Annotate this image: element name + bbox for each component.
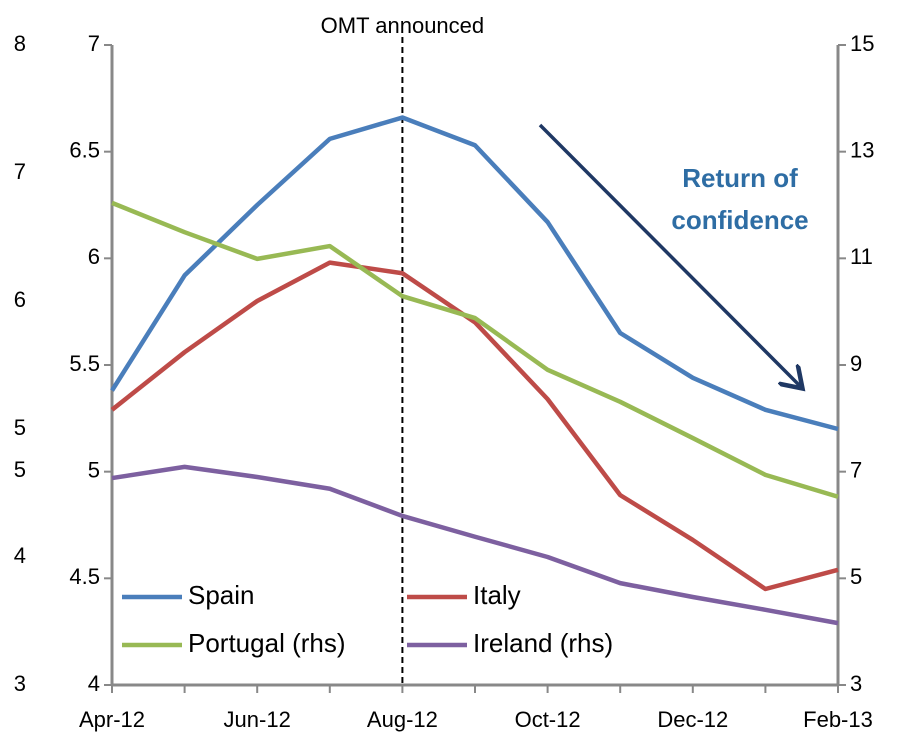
series-line (111, 464, 839, 626)
legend-label: Ireland (rhs) (473, 628, 613, 658)
x-tick-label: Aug-12 (367, 707, 438, 732)
legend-label: Portugal (rhs) (188, 628, 346, 658)
legend-label: Spain (188, 580, 255, 610)
y-tick-label: 4.5 (69, 564, 100, 589)
x-tick-label: Jun-12 (224, 707, 291, 732)
y2-tick-label: 5 (850, 564, 862, 589)
x-tick-label: Feb-13 (803, 707, 873, 732)
y3-tick-label: 5 (14, 457, 26, 482)
y-tick-label: 7 (88, 31, 100, 56)
series-line (110, 260, 839, 592)
series-line (111, 200, 839, 499)
y-tick-label: 5 (88, 457, 100, 482)
series-line (110, 115, 839, 432)
x-tick-label: Oct-12 (515, 707, 581, 732)
y-tick-label: 4 (88, 671, 100, 696)
y3-tick-label: 3 (14, 671, 26, 696)
y2-tick-label: 11 (850, 244, 873, 269)
y2-tick-label: 7 (850, 457, 862, 482)
x-tick-label: Apr-12 (79, 707, 145, 732)
legend-label: Italy (473, 580, 521, 610)
note-arrow (538, 123, 800, 386)
y-tick-label: 6.5 (69, 137, 100, 162)
x-tick-label: Dec-12 (657, 707, 728, 732)
y-tick-label: 6 (88, 244, 100, 269)
y2-tick-label: 15 (850, 31, 874, 56)
y3-tick-label: 6 (14, 287, 26, 312)
y2-tick-label: 9 (850, 351, 862, 376)
y2-tick-label: 3 (850, 671, 862, 696)
y3-tick-label: 8 (14, 31, 26, 56)
note-label: Return of (682, 163, 798, 193)
event-label: OMT announced (321, 13, 484, 38)
y3-tick-label: 7 (14, 159, 26, 184)
y2-tick-label: 13 (850, 137, 874, 162)
y3-tick-label: 4 (14, 543, 26, 568)
note-label: confidence (671, 205, 808, 235)
y-tick-label: 5.5 (69, 351, 100, 376)
y3-tick-label: 5 (14, 415, 26, 440)
